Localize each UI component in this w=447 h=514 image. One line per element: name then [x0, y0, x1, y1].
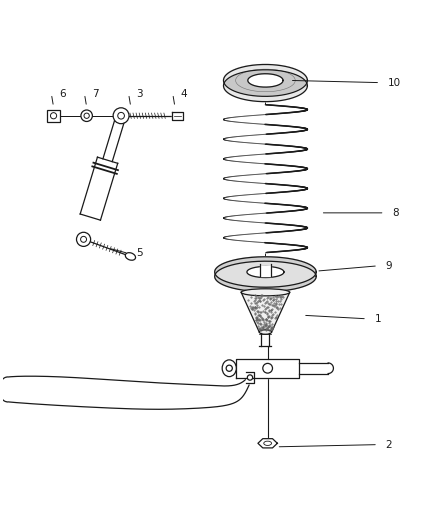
- Ellipse shape: [259, 330, 272, 334]
- Polygon shape: [328, 363, 333, 374]
- Polygon shape: [80, 157, 118, 220]
- Ellipse shape: [226, 365, 232, 371]
- Ellipse shape: [247, 375, 253, 380]
- Circle shape: [113, 108, 129, 124]
- Text: 2: 2: [385, 439, 392, 450]
- Polygon shape: [299, 363, 328, 374]
- Text: 4: 4: [180, 89, 187, 99]
- Polygon shape: [215, 257, 316, 291]
- Ellipse shape: [222, 360, 236, 377]
- Polygon shape: [224, 64, 308, 96]
- Text: 1: 1: [375, 314, 381, 324]
- Circle shape: [80, 236, 87, 242]
- Polygon shape: [7, 376, 249, 409]
- Circle shape: [51, 113, 57, 119]
- Text: 10: 10: [388, 78, 401, 87]
- Ellipse shape: [263, 363, 273, 373]
- Polygon shape: [260, 266, 271, 277]
- Polygon shape: [258, 438, 277, 448]
- Polygon shape: [241, 292, 290, 332]
- Polygon shape: [215, 257, 316, 287]
- Text: 8: 8: [392, 208, 399, 218]
- Polygon shape: [103, 114, 126, 161]
- Ellipse shape: [241, 289, 290, 296]
- Text: 3: 3: [136, 89, 143, 99]
- Bar: [47, 109, 60, 122]
- Ellipse shape: [125, 253, 135, 260]
- Polygon shape: [261, 333, 270, 346]
- Circle shape: [84, 113, 89, 118]
- Polygon shape: [172, 112, 183, 120]
- Text: 9: 9: [385, 261, 392, 271]
- Text: 6: 6: [59, 89, 65, 99]
- Text: 7: 7: [92, 89, 99, 99]
- Polygon shape: [236, 359, 299, 377]
- Circle shape: [118, 113, 124, 119]
- Polygon shape: [245, 372, 254, 383]
- Text: 5: 5: [136, 248, 143, 259]
- Circle shape: [81, 110, 93, 121]
- Circle shape: [76, 232, 91, 246]
- Polygon shape: [224, 64, 308, 102]
- Polygon shape: [0, 377, 7, 402]
